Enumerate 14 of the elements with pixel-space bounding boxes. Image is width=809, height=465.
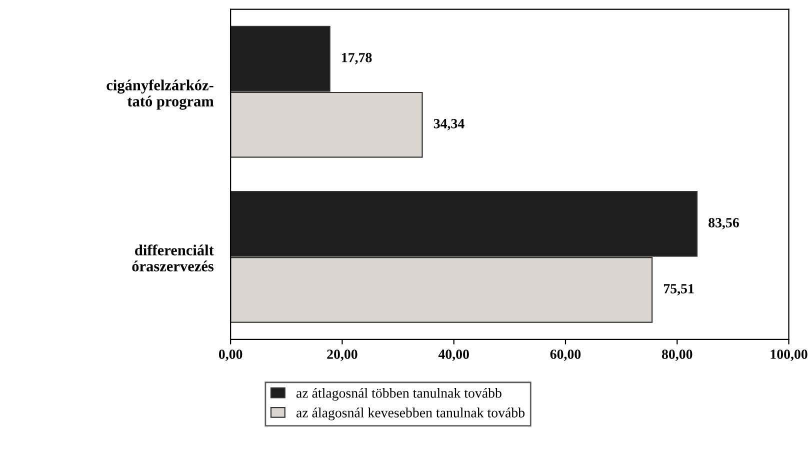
y-tick-label: differenciált óraszervezés [132,244,214,272]
legend-label: az álagosnál kevesebben tanulnak tovább [296,408,525,420]
x-tick-label: 20,00 [327,350,358,361]
data-label: 17,78 [342,52,372,64]
data-label: 34,34 [434,118,464,130]
x-tick-label: 100,00 [770,350,808,361]
x-tick-label: 80,00 [662,350,692,361]
x-tick-label: 60,00 [550,350,581,361]
data-label: 75,51 [664,284,694,296]
legend-label: az átlagosnál többen tanulnak tovább [296,388,502,401]
x-tick-label: 40,00 [438,350,469,361]
x-tick-label: 0,00 [218,350,242,361]
y-tick-label: cigányfelzárkóz- tató program [106,79,214,110]
data-label: 83,56 [708,218,739,230]
